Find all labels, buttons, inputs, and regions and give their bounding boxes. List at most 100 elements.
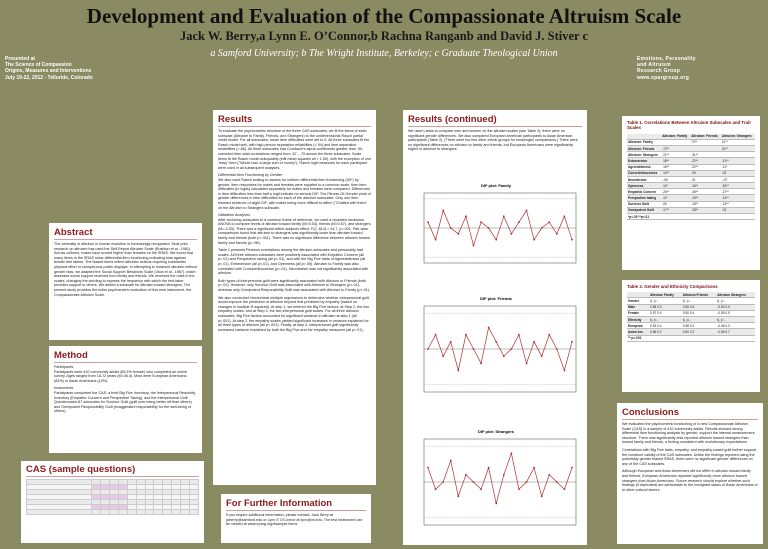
table-cell: [711, 322, 717, 330]
table-header-cell: Altruism: Family: [661, 133, 691, 140]
table-cell: .14**: [661, 170, 691, 177]
data-point: [457, 232, 460, 235]
table-cell: 0.57 0.4: [649, 310, 678, 318]
data-point: [540, 355, 543, 358]
abstract-heading: Abstract: [54, 227, 197, 240]
data-point: [548, 473, 551, 476]
table-cell: Female: [627, 310, 650, 318]
table-cell: .22**: [690, 157, 721, 165]
table-cell: 0.55 0.6: [681, 304, 712, 311]
table-cell: [690, 145, 721, 153]
data-point: [434, 238, 437, 241]
data-point: [480, 362, 482, 365]
table-cell: .13**: [720, 194, 755, 202]
table-header-cell: Altruism: Strangers: [720, 133, 755, 140]
results-p2: We also used Rasch scaling to assess for…: [218, 177, 371, 210]
dif-title: Differential Item Functioning by Gender: [218, 173, 283, 178]
presented-line: The Science of Compassion: [5, 62, 72, 69]
results-p1: To evaluate the psychometric structure o…: [218, 129, 372, 170]
data-point: [487, 227, 490, 229]
table-cell: .16**: [661, 164, 691, 171]
data-point: [487, 466, 490, 469]
table-cell: Asian Am.: [627, 328, 650, 336]
table-cell: .18**: [661, 157, 691, 165]
data-point: [510, 232, 513, 235]
table-cell: [677, 297, 682, 305]
results-continued-panel: Results (continued) We used t-tests to c…: [403, 110, 587, 545]
table-header-row: Altruism: Family Altruism: Friends Altruis…: [627, 133, 755, 140]
data-point: [533, 238, 536, 241]
table-cell: [677, 322, 682, 330]
data-point: [495, 238, 498, 241]
data-point: [480, 488, 482, 491]
data-point: [472, 348, 475, 350]
chart-title: DIF plot: Friends: [480, 296, 513, 301]
table1: Altruism: Family Altruism: Friends Altruis…: [627, 133, 755, 221]
table-cell: [711, 328, 717, 336]
table-row: ** p<.001: [627, 335, 755, 342]
table-cell: t(..)=..: [649, 316, 678, 324]
table-row: Altruism: Strangers .21** .31**: [627, 151, 755, 159]
table-cell: Neuroticism: [627, 176, 662, 184]
table-row: Omnipotent Guilt .17** .28** .03: [627, 207, 755, 215]
table-cell: [711, 304, 717, 311]
table-cell: Extraversion: [627, 157, 662, 165]
table-cell: .19**: [690, 194, 721, 202]
table-cell: [711, 316, 717, 324]
table-cell: 72**: [690, 139, 721, 146]
table-cell: [711, 310, 717, 318]
table-row: Empathic Concern .26** .36** .27**: [627, 188, 755, 196]
validation-title: Validation Analyses: [218, 213, 250, 218]
data-point: [434, 333, 437, 336]
data-point: [487, 326, 490, 329]
table-cell: 0.53 0.4: [649, 322, 678, 330]
table-cell: Altruism: Family: [627, 139, 662, 146]
table-cell: [677, 316, 682, 324]
further-info-heading: For Further Information: [226, 498, 366, 511]
instruments-title: Instruments: [54, 386, 74, 391]
table-cell: .30**: [720, 182, 755, 190]
table-cell: t(..)=..: [681, 297, 712, 305]
table-cell: [711, 335, 717, 342]
conclusions-p2: Correlations with Big Five traits, empat…: [622, 447, 757, 466]
table-cell: .31**: [690, 151, 721, 159]
conclusions-heading: Conclusions: [622, 407, 758, 420]
data-point: [533, 340, 536, 343]
table-cell: [649, 335, 678, 342]
table-cell: Gender: [627, 297, 650, 305]
lab-line: Emotions, Personality: [637, 56, 696, 62]
lab-line: Research Group: [637, 68, 681, 75]
data-point: [525, 362, 528, 365]
table-row: European 0.53 0.4 0.58 0.3 -0.46 0.3: [627, 322, 755, 330]
presented-line: Origins, Measures and Interventions: [5, 68, 92, 75]
table-cell: -0.55 0.5: [716, 310, 755, 318]
table-row: Perspective taking .11* .19** .13**: [627, 194, 755, 202]
table-row: Conscientiousness .14** .05.03: [627, 170, 755, 177]
lab-line: and Altruism: [637, 62, 671, 69]
further-info-panel: For Further Information If you require a…: [221, 494, 371, 543]
data-point: [555, 481, 558, 483]
results-continued-body: We used t-tests to compare men and women…: [408, 129, 578, 152]
table-cell: 0.58 0.3: [649, 304, 678, 311]
table-group-header: Altruism Friends: [681, 292, 717, 299]
table-cell: t(..)=..: [681, 316, 712, 324]
table-cell: .13**: [720, 201, 755, 208]
data-point: [525, 481, 528, 483]
data-point: [502, 355, 505, 358]
series-line: [427, 452, 573, 504]
table-cell: Survivor Guilt: [627, 201, 662, 208]
presented-line: July 19-22, 2012 - Telluride, Colorado: [5, 74, 93, 81]
cas-sample-table: [25, 479, 200, 515]
data-point: [495, 340, 498, 343]
chart-title: DIF plot: Strangers: [478, 429, 515, 434]
data-point: [464, 215, 467, 218]
table-cell: [677, 335, 682, 342]
table-cell: [677, 310, 682, 318]
data-point: [457, 369, 460, 372]
data-point: [442, 209, 445, 212]
table-header-cell: [627, 133, 662, 140]
cas-panel: CAS (sample questions): [21, 461, 204, 543]
data-point: [502, 473, 505, 476]
dif-chart-family: DIF plot: Family: [412, 179, 580, 271]
table-cell: Altruism: Strangers: [627, 151, 662, 159]
